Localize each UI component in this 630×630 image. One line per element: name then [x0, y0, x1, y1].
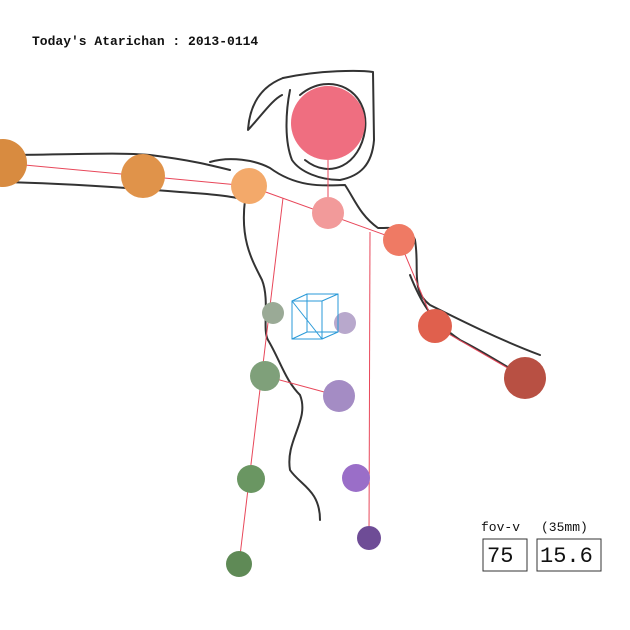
joint-knee	[250, 361, 280, 391]
wireframe-cube	[291, 293, 339, 340]
joint-elbow	[121, 154, 165, 198]
joint-shoulder	[383, 224, 415, 256]
sketch-head	[282, 69, 375, 181]
sketch-hair	[247, 77, 284, 131]
sketch-torso-right	[209, 158, 541, 356]
joint-knee	[323, 380, 355, 412]
focal-input[interactable]	[536, 538, 602, 572]
sketch-face	[299, 83, 367, 170]
bone-right-leg	[368, 231, 371, 539]
joint-shoulder	[231, 168, 267, 204]
fov-label: fov-v	[481, 520, 520, 535]
fov-unit-label: (35mm)	[541, 520, 588, 535]
joint-foot	[226, 551, 252, 577]
joint-hand	[0, 139, 27, 187]
joint-foot	[357, 526, 381, 550]
sketch-torso-left	[242, 199, 321, 521]
joint-ankle	[342, 464, 370, 492]
joint-hip	[262, 302, 284, 324]
joint-head	[291, 86, 365, 160]
sketch-strokes	[0, 69, 541, 521]
joints	[0, 86, 546, 577]
fov-input[interactable]	[482, 538, 528, 572]
joint-hand	[504, 357, 546, 399]
joint-hip	[334, 312, 356, 334]
focal-value: 15.6	[540, 544, 593, 569]
sketch-arm-bottom	[0, 181, 246, 201]
fov-value: 75	[487, 544, 513, 569]
joint-chest	[312, 197, 344, 229]
joint-ankle	[237, 465, 265, 493]
joint-elbow	[418, 309, 452, 343]
title: Today's Atarichan : 2013-0114	[32, 34, 258, 49]
